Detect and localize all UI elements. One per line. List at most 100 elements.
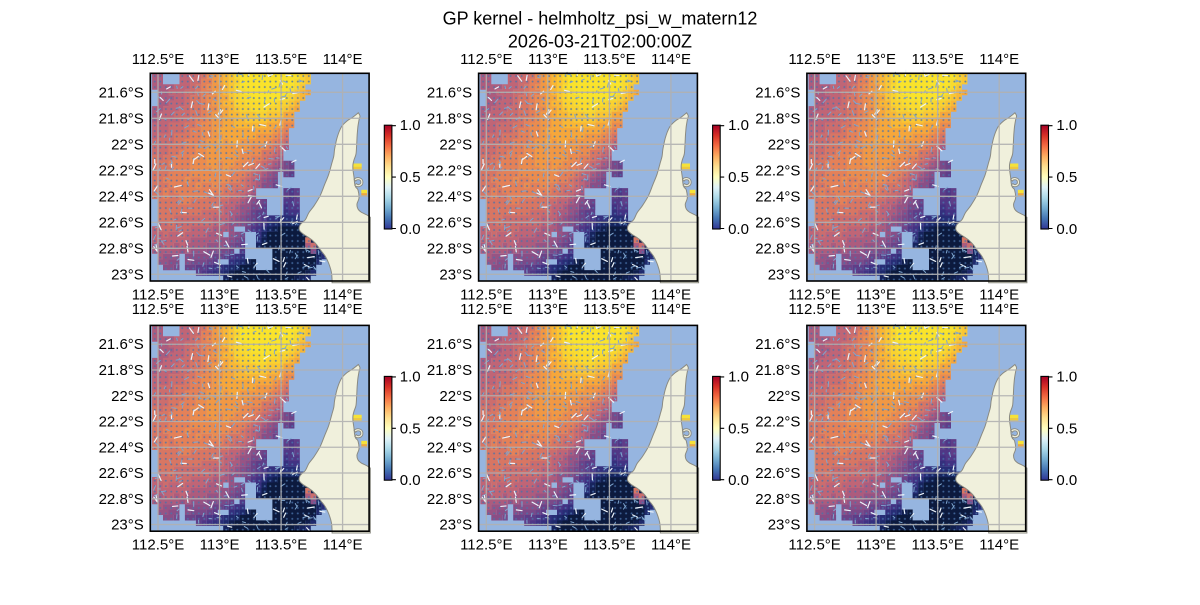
svg-text:0.5: 0.5 xyxy=(728,169,749,186)
svg-text:23°S: 23°S xyxy=(768,517,801,534)
svg-text:0.0: 0.0 xyxy=(400,221,421,238)
svg-text:23°S: 23°S xyxy=(111,266,144,283)
svg-text:21.8°S: 21.8°S xyxy=(427,362,472,379)
svg-text:113.5°E: 113.5°E xyxy=(583,51,635,68)
svg-text:0.5: 0.5 xyxy=(400,420,421,437)
svg-text:21.8°S: 21.8°S xyxy=(99,362,144,379)
svg-text:22.2°S: 22.2°S xyxy=(427,414,472,431)
svg-text:22°S: 22°S xyxy=(439,136,472,153)
svg-text:113°E: 113°E xyxy=(528,287,568,304)
svg-text:114°E: 114°E xyxy=(979,287,1019,304)
svg-text:22.6°S: 22.6°S xyxy=(427,465,472,482)
svg-text:21.6°S: 21.6°S xyxy=(427,84,472,101)
svg-text:22.6°S: 22.6°S xyxy=(755,465,800,482)
svg-text:1.0: 1.0 xyxy=(728,117,749,134)
svg-text:0.0: 0.0 xyxy=(400,472,421,489)
svg-text:22.6°S: 22.6°S xyxy=(755,214,800,231)
svg-text:22°S: 22°S xyxy=(439,388,472,405)
svg-text:22.6°S: 22.6°S xyxy=(427,214,472,231)
svg-text:113°E: 113°E xyxy=(200,301,240,318)
svg-text:113.5°E: 113.5°E xyxy=(583,287,635,304)
svg-text:0.0: 0.0 xyxy=(728,221,749,238)
svg-text:113°E: 113°E xyxy=(528,51,568,68)
svg-text:114°E: 114°E xyxy=(323,301,363,318)
svg-text:113°E: 113°E xyxy=(200,287,240,304)
svg-text:22.8°S: 22.8°S xyxy=(427,240,472,257)
svg-text:113.5°E: 113.5°E xyxy=(583,301,635,318)
svg-text:22.6°S: 22.6°S xyxy=(99,214,144,231)
svg-text:113.5°E: 113.5°E xyxy=(911,537,963,554)
svg-text:112.5°E: 112.5°E xyxy=(132,301,184,318)
svg-text:112.5°E: 112.5°E xyxy=(788,287,840,304)
svg-text:113.5°E: 113.5°E xyxy=(255,51,307,68)
svg-text:113.5°E: 113.5°E xyxy=(255,301,307,318)
svg-text:21.6°S: 21.6°S xyxy=(99,336,144,353)
svg-text:GP kernel - helmholtz_psi_w_ma: GP kernel - helmholtz_psi_w_matern12 xyxy=(443,9,758,30)
svg-text:21.6°S: 21.6°S xyxy=(427,336,472,353)
svg-text:114°E: 114°E xyxy=(651,537,691,554)
svg-text:22.8°S: 22.8°S xyxy=(99,240,144,257)
svg-text:2026-03-21T02:00:00Z: 2026-03-21T02:00:00Z xyxy=(508,32,692,52)
svg-text:23°S: 23°S xyxy=(439,266,472,283)
svg-text:22°S: 22°S xyxy=(111,388,144,405)
svg-text:23°S: 23°S xyxy=(439,517,472,534)
svg-text:0.5: 0.5 xyxy=(400,169,421,186)
svg-text:21.6°S: 21.6°S xyxy=(99,84,144,101)
svg-text:21.8°S: 21.8°S xyxy=(755,110,800,127)
svg-text:112.5°E: 112.5°E xyxy=(460,51,512,68)
svg-text:1.0: 1.0 xyxy=(400,368,421,385)
svg-text:114°E: 114°E xyxy=(651,301,691,318)
svg-text:22.6°S: 22.6°S xyxy=(99,465,144,482)
svg-text:114°E: 114°E xyxy=(651,51,691,68)
svg-text:22.8°S: 22.8°S xyxy=(427,491,472,508)
svg-text:22°S: 22°S xyxy=(111,136,144,153)
svg-text:21.8°S: 21.8°S xyxy=(427,110,472,127)
svg-text:113.5°E: 113.5°E xyxy=(911,287,963,304)
svg-text:0.5: 0.5 xyxy=(1056,169,1077,186)
svg-text:1.0: 1.0 xyxy=(728,368,749,385)
svg-text:113.5°E: 113.5°E xyxy=(255,287,307,304)
svg-text:0.0: 0.0 xyxy=(1056,472,1077,489)
svg-text:22.8°S: 22.8°S xyxy=(755,240,800,257)
svg-text:22.4°S: 22.4°S xyxy=(99,188,144,205)
svg-text:114°E: 114°E xyxy=(979,537,1019,554)
svg-text:112.5°E: 112.5°E xyxy=(788,537,840,554)
svg-text:21.8°S: 21.8°S xyxy=(755,362,800,379)
svg-text:0.0: 0.0 xyxy=(1056,221,1077,238)
svg-text:22.2°S: 22.2°S xyxy=(99,162,144,179)
svg-text:22°S: 22°S xyxy=(768,136,801,153)
svg-text:22.4°S: 22.4°S xyxy=(99,439,144,456)
svg-text:22.4°S: 22.4°S xyxy=(755,439,800,456)
svg-text:114°E: 114°E xyxy=(979,51,1019,68)
svg-text:22.2°S: 22.2°S xyxy=(427,162,472,179)
svg-text:113°E: 113°E xyxy=(856,287,896,304)
svg-text:114°E: 114°E xyxy=(323,537,363,554)
svg-text:114°E: 114°E xyxy=(323,51,363,68)
svg-text:0.5: 0.5 xyxy=(1056,420,1077,437)
svg-text:22.4°S: 22.4°S xyxy=(427,439,472,456)
svg-text:21.8°S: 21.8°S xyxy=(99,110,144,127)
svg-text:113°E: 113°E xyxy=(856,537,896,554)
svg-text:113.5°E: 113.5°E xyxy=(911,301,963,318)
svg-text:112.5°E: 112.5°E xyxy=(788,51,840,68)
svg-text:113°E: 113°E xyxy=(200,537,240,554)
svg-text:22°S: 22°S xyxy=(768,388,801,405)
svg-text:112.5°E: 112.5°E xyxy=(132,537,184,554)
svg-text:112.5°E: 112.5°E xyxy=(132,287,184,304)
svg-text:113°E: 113°E xyxy=(856,301,896,318)
svg-text:113°E: 113°E xyxy=(200,51,240,68)
svg-text:114°E: 114°E xyxy=(651,287,691,304)
svg-text:114°E: 114°E xyxy=(979,301,1019,318)
svg-text:21.6°S: 21.6°S xyxy=(755,84,800,101)
svg-text:112.5°E: 112.5°E xyxy=(132,51,184,68)
svg-text:0.0: 0.0 xyxy=(728,472,749,489)
svg-text:113°E: 113°E xyxy=(528,537,568,554)
svg-text:112.5°E: 112.5°E xyxy=(460,537,512,554)
svg-text:113°E: 113°E xyxy=(528,301,568,318)
svg-text:22.8°S: 22.8°S xyxy=(99,491,144,508)
svg-text:114°E: 114°E xyxy=(323,287,363,304)
svg-text:22.4°S: 22.4°S xyxy=(427,188,472,205)
svg-text:113.5°E: 113.5°E xyxy=(255,537,307,554)
svg-text:112.5°E: 112.5°E xyxy=(460,287,512,304)
svg-text:21.6°S: 21.6°S xyxy=(755,336,800,353)
